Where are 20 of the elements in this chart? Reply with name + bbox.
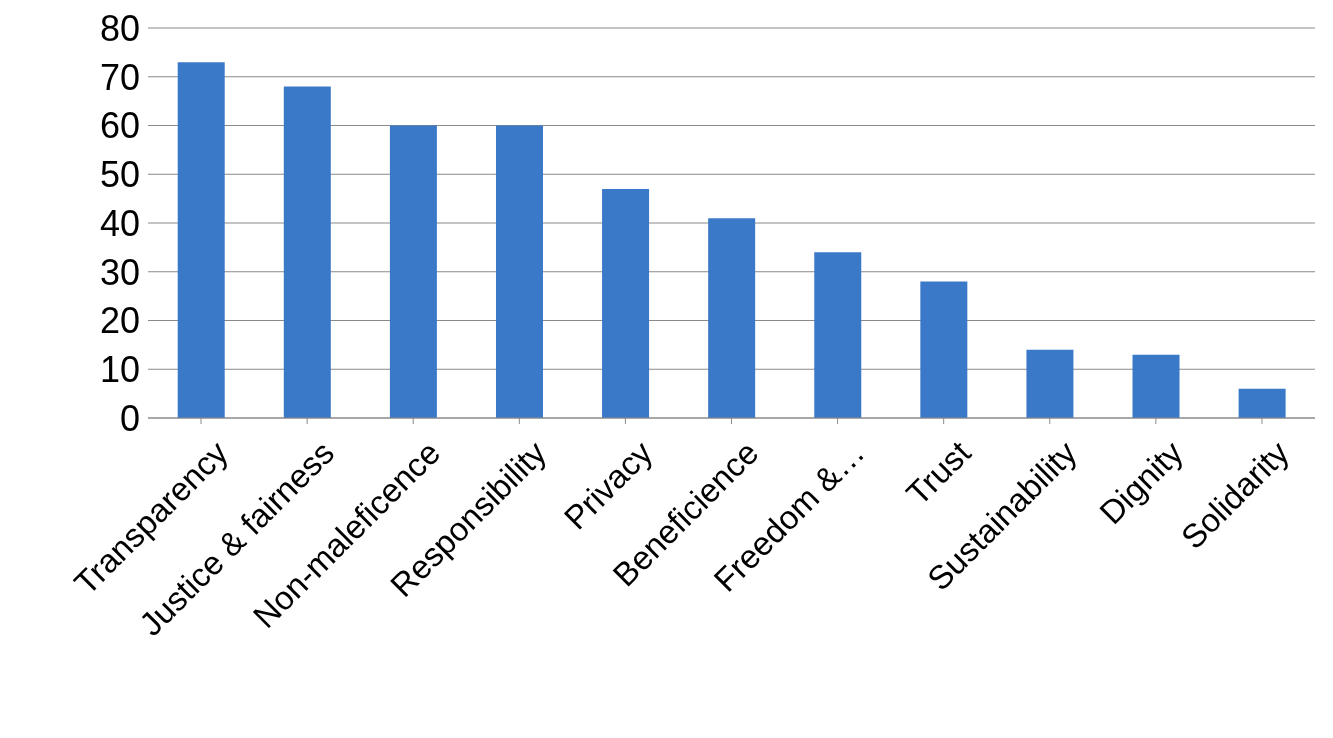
bar	[708, 218, 756, 418]
bar	[389, 125, 437, 418]
y-tick-label: 10	[99, 349, 140, 391]
bar	[1238, 388, 1286, 418]
y-tick-label: 20	[99, 300, 140, 342]
y-tick-label: 50	[99, 154, 140, 196]
bar	[495, 125, 543, 418]
y-tick-label: 80	[99, 7, 140, 49]
bar	[1026, 349, 1074, 418]
bar	[1132, 354, 1180, 418]
bar	[177, 62, 225, 418]
y-tick-label: 40	[99, 202, 140, 244]
y-tick-label: 30	[99, 251, 140, 293]
bar	[814, 252, 862, 418]
bar	[920, 281, 968, 418]
bar	[602, 188, 650, 418]
bar	[283, 86, 331, 418]
y-tick-label: 70	[99, 56, 140, 98]
y-tick-label: 0	[119, 397, 140, 439]
y-tick-label: 60	[99, 105, 140, 147]
